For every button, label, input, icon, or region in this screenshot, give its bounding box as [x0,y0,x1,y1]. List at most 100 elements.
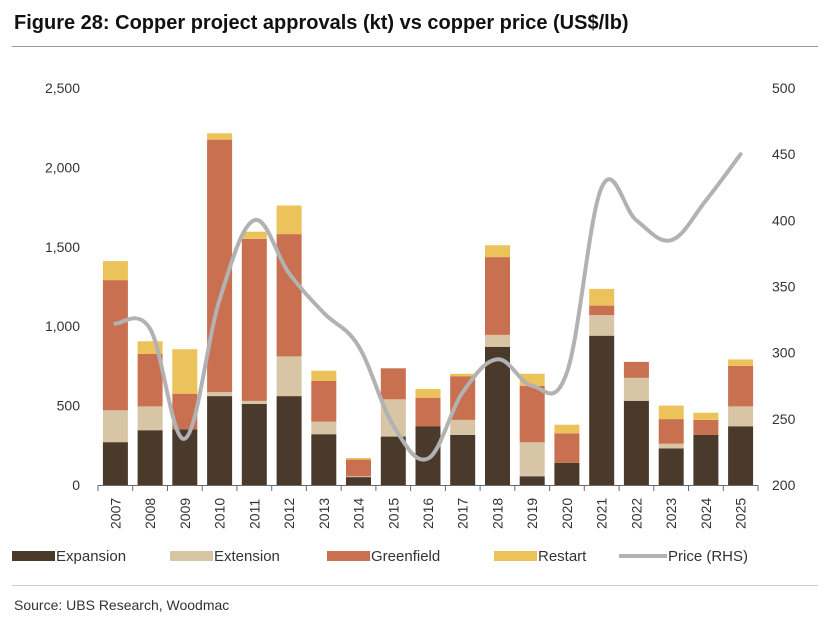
bar-restart-2019 [519,373,545,386]
title-divider [12,46,818,47]
bar-expansion-2018 [485,346,510,485]
price-line-layer [113,152,743,462]
x-tick-label-2008: 2008 [142,498,158,529]
bar-restart-2013 [311,370,337,381]
bar-restart-2009 [172,349,198,394]
x-tick-label-2011: 2011 [246,499,262,529]
price-rhs-line [113,152,743,462]
bar-extension-2021 [589,315,615,336]
bar-restart-2023 [658,405,684,420]
bar-restart-2012 [276,205,302,235]
bar-expansion-2012 [276,396,302,485]
bar-expansion-2019 [519,476,545,485]
source-note: Source: UBS Research, Woodmac [14,597,230,613]
bar-greenfield-2010 [207,139,233,393]
bar-expansion-2007 [102,442,128,485]
y-left-tick-label: 1,500 [45,239,80,255]
bar-expansion-2013 [311,434,337,485]
bar-greenfield-2016 [415,397,441,427]
bar-greenfield-2021 [589,305,615,316]
bar-expansion-2008 [137,430,163,485]
source-divider [12,585,818,586]
x-tick-label-2009: 2009 [177,498,193,529]
bar-extension-2018 [485,334,510,347]
x-tick-label-2007: 2007 [107,498,123,529]
x-tick-label-2024: 2024 [698,498,714,529]
bar-expansion-2015 [380,436,406,485]
bar-greenfield-2008 [137,354,163,407]
y-left-tick-label: 1,000 [45,318,80,334]
x-tick-label-2014: 2014 [351,498,367,529]
x-tick-label-2013: 2013 [316,498,332,529]
bar-greenfield-2012 [276,234,302,357]
x-tick-label-2019: 2019 [524,498,540,529]
bar-restart-2007 [102,261,128,281]
legend-swatch-restart [494,551,537,561]
x-tick-label-2022: 2022 [628,498,644,529]
y-right-tick-label: 200 [772,477,796,493]
bar-restart-2014 [346,458,371,460]
bar-restart-2010 [207,133,233,140]
bar-extension-2025 [728,406,754,427]
bar-greenfield-2022 [623,361,649,378]
x-tick-label-2021: 2021 [594,498,610,529]
bar-greenfield-2018 [485,257,510,335]
bar-greenfield-2013 [311,381,337,422]
y-right-tick-label: 450 [772,146,796,162]
bar-restart-2018 [485,245,510,258]
chart-title: Figure 28: Copper project approvals (kt)… [14,12,629,34]
bar-extension-2022 [623,377,649,401]
bar-greenfield-2024 [693,419,719,435]
y-left-tick-label: 2,000 [45,159,80,175]
bar-greenfield-2011 [241,238,267,401]
bar-expansion-2014 [346,477,371,485]
y-left-tick-label: 0 [72,477,80,493]
bar-layer [102,133,754,485]
bar-expansion-2016 [415,426,441,485]
bar-restart-2017 [450,373,476,377]
chart-area: 2007 2008 2009 2010 2011 2012 2013 2014 2015 2016… [12,80,796,565]
x-tick-label-2012: 2012 [281,498,297,529]
bar-extension-2017 [450,419,476,435]
bar-greenfield-2014 [346,459,371,477]
axes-layer: 2007 2008 2009 2010 2011 2012 2013 2014 2015 2016… [45,80,796,529]
bar-greenfield-2007 [102,280,128,411]
bar-extension-2007 [102,410,128,443]
y-right-tick-label: 300 [772,345,796,361]
legend-swatch-extension [170,551,213,561]
bar-extension-2023 [658,443,684,449]
bar-extension-2011 [241,400,267,404]
bar-extension-2012 [276,356,302,397]
legend-swatch-greenfield [327,551,370,561]
bar-expansion-2020 [554,462,580,485]
legend-label-expansion: Expansion [56,548,126,565]
y-right-tick-label: 350 [772,279,796,295]
bar-expansion-2022 [623,400,649,485]
x-tick-label-2010: 2010 [212,498,228,529]
bar-extension-2010 [207,392,233,397]
bar-greenfield-2019 [519,385,545,443]
x-tick-label-2018: 2018 [490,498,506,529]
y-left-tick-label: 500 [57,398,81,414]
x-tick-label-2016: 2016 [420,498,436,529]
bar-restart-2020 [554,424,580,434]
bar-extension-2013 [311,421,337,435]
bar-restart-2025 [728,359,754,366]
bar-extension-2008 [137,406,163,431]
x-tick-label-2023: 2023 [663,498,679,529]
bar-restart-2011 [241,231,267,239]
bar-extension-2014 [346,476,371,478]
bar-expansion-2011 [241,404,267,485]
bar-expansion-2010 [207,396,233,485]
x-tick-label-2020: 2020 [559,498,575,529]
legend-label-restart: Restart [538,548,587,565]
bar-extension-2019 [519,442,545,477]
legend-label-extension: Extension [214,548,280,565]
y-left-tick-label: 2,500 [45,80,80,96]
legend-label-price-rhs: Price (RHS) [668,548,748,565]
y-right-tick-label: 500 [772,80,796,96]
bar-restart-2024 [693,412,719,420]
bar-restart-2016 [415,388,441,398]
x-tick-label-2025: 2025 [733,498,749,529]
x-tick-label-2017: 2017 [455,498,471,529]
